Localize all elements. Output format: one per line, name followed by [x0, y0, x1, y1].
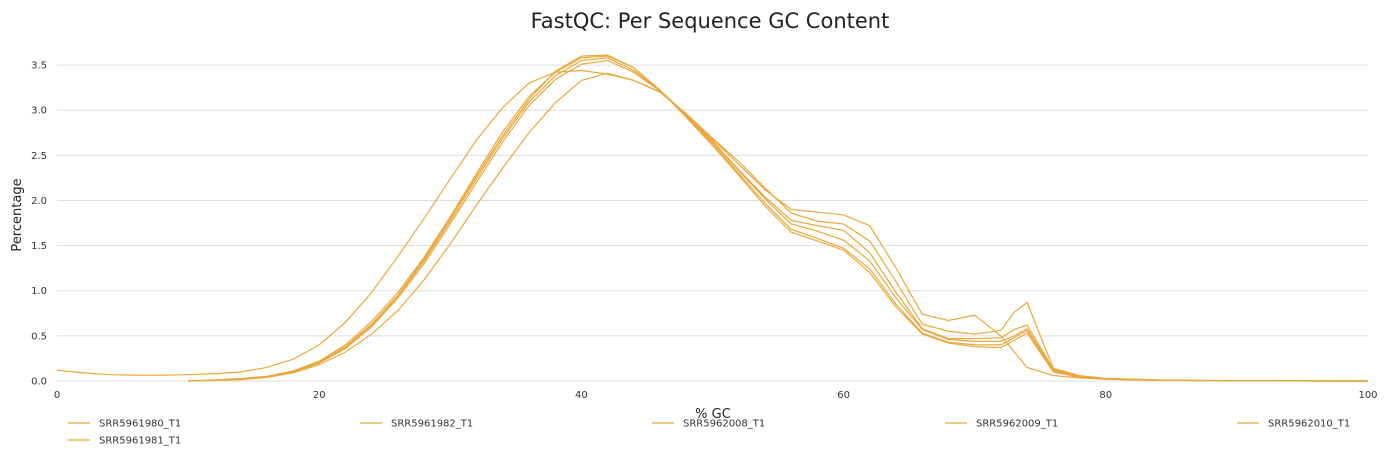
legend: SRR5961980_T1 SRR5961982_T1 SRR5962008_T1 S…: [68, 419, 1350, 447]
y-tick-label: 0.0: [31, 377, 47, 388]
grid-lines: [57, 64, 1368, 382]
y-axis-label: Percentage: [10, 178, 25, 251]
x-tick-label: 100: [1358, 390, 1377, 401]
y-tick-label: 1.5: [31, 241, 47, 252]
legend-item[interactable]: SRR5962010_T1: [1237, 419, 1350, 430]
y-tick-label: 3.0: [31, 106, 47, 117]
x-tick-label: 60: [837, 390, 850, 401]
legend-label: SRR5961981_T1: [99, 436, 181, 447]
legend-label: SRR5961982_T1: [391, 419, 473, 430]
y-tick-label: 2.5: [31, 151, 47, 162]
legend-item[interactable]: SRR5961982_T1: [360, 419, 473, 430]
x-axis-ticks: 0 20 40 60 80 100: [54, 390, 1378, 401]
x-tick-label: 40: [575, 390, 588, 401]
series-line-SRR5962008_T1[interactable]: [188, 54, 1369, 382]
y-axis-ticks: 0.0 0.5 1.0 1.5 2.0 2.5 3.0 3.5: [31, 61, 47, 388]
legend-item[interactable]: SRR5962008_T1: [652, 419, 765, 430]
series-lines: [56, 54, 1369, 382]
series-line-SRR5961982_T1[interactable]: [188, 72, 1369, 382]
x-tick-label: 20: [313, 390, 326, 401]
y-tick-label: 2.0: [31, 196, 47, 207]
x-axis-label: % GC: [695, 407, 731, 422]
chart-title: FastQC: Per Sequence GC Content: [531, 9, 890, 33]
y-tick-label: 0.5: [31, 331, 47, 342]
y-tick-label: 1.0: [31, 286, 47, 297]
x-tick-label: 80: [1099, 390, 1112, 401]
x-tick-label: 0: [54, 390, 60, 401]
legend-label: SRR5962008_T1: [683, 419, 765, 430]
y-tick-label: 3.5: [31, 61, 47, 72]
legend-label: SRR5962010_T1: [1268, 419, 1350, 430]
legend-label: SRR5961980_T1: [99, 419, 181, 430]
legend-item[interactable]: SRR5961980_T1: [68, 419, 181, 430]
series-line-SRR5961980_T1[interactable]: [56, 69, 1369, 382]
legend-item[interactable]: SRR5961981_T1: [68, 436, 181, 447]
legend-item[interactable]: SRR5962009_T1: [945, 419, 1058, 430]
series-line-SRR5961981_T1[interactable]: [188, 55, 1369, 382]
legend-label: SRR5962009_T1: [976, 419, 1058, 430]
series-line-SRR5962010_T1[interactable]: [188, 57, 1369, 382]
series-line-SRR5962009_T1[interactable]: [188, 59, 1369, 382]
